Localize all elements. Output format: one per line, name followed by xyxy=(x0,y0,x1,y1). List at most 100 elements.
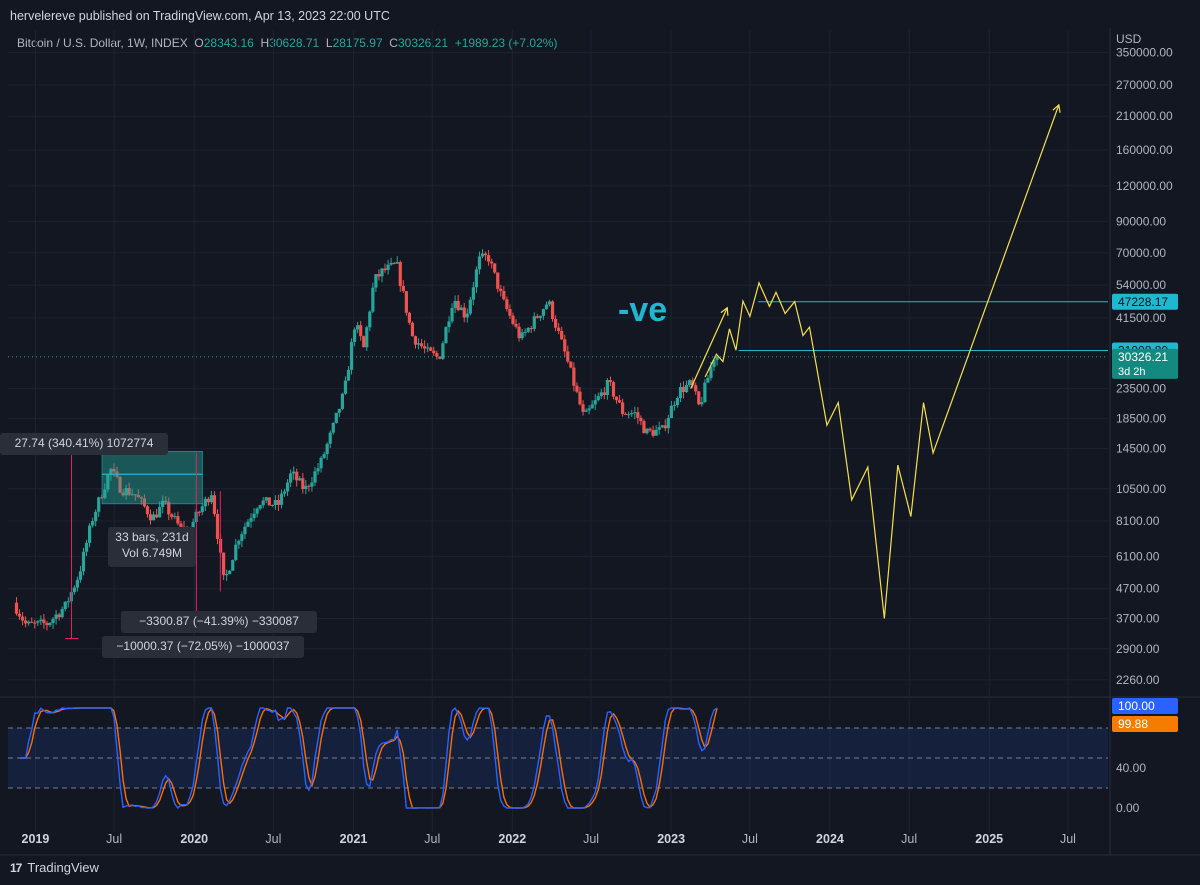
symbol-title[interactable]: Bitcoin / U.S. Dollar, 1W, INDEX xyxy=(17,36,188,50)
candle-body xyxy=(575,385,579,392)
candle-body xyxy=(179,523,183,527)
candle-body xyxy=(429,347,433,351)
x-tick-label: Jul xyxy=(901,832,917,846)
candle-body xyxy=(502,291,506,300)
candle-body xyxy=(121,492,125,496)
candle-body xyxy=(419,343,424,347)
y-tick-label: 41500.00 xyxy=(1116,311,1166,325)
candle-body xyxy=(106,474,110,490)
candle-body xyxy=(234,544,238,561)
candle-body xyxy=(243,526,247,535)
y-tick-label: 2260.00 xyxy=(1116,673,1160,687)
candle-body xyxy=(694,385,698,392)
candle-body xyxy=(636,412,640,418)
y-tick-label: 160000.00 xyxy=(1116,143,1173,157)
current-price-bg xyxy=(1112,348,1178,379)
stoch-k-badge-bg xyxy=(1112,698,1178,714)
measure-label-bars-text: 33 bars, 231d xyxy=(115,530,188,544)
candle-body xyxy=(630,413,634,415)
y-tick-label: 270000.00 xyxy=(1116,78,1173,92)
measure-label-bars-bg xyxy=(108,527,196,567)
projection-arrowhead-long xyxy=(1052,103,1061,113)
x-tick-label: 2021 xyxy=(340,832,368,846)
candle-body xyxy=(404,291,408,313)
candle-body xyxy=(295,471,299,481)
candle-body xyxy=(310,482,314,487)
grid-lines xyxy=(8,30,1108,832)
candle-body xyxy=(529,327,533,329)
measure-label-gain-text: 27.74 (340.41%) 1072774 xyxy=(15,436,154,450)
candle-body xyxy=(578,391,582,405)
candle-body xyxy=(493,263,497,273)
candle-body xyxy=(666,418,670,429)
candle-body xyxy=(688,380,692,385)
brand-name[interactable]: TradingView xyxy=(27,860,99,875)
candle-body xyxy=(496,272,500,289)
candle-body xyxy=(407,312,412,323)
candle-body xyxy=(255,508,259,514)
candle-body xyxy=(94,511,98,522)
candle-body xyxy=(581,404,585,412)
y-tick-label: 350000.00 xyxy=(1116,46,1173,60)
candle-body xyxy=(511,315,515,324)
candle-body xyxy=(103,489,107,498)
candle-body xyxy=(633,412,637,414)
candle-body xyxy=(675,398,680,406)
candle-body xyxy=(438,356,442,359)
level-badge-47228: 47228.17 xyxy=(1112,293,1178,310)
y-tick-label: 6100.00 xyxy=(1116,549,1160,563)
y-tick-label: 3700.00 xyxy=(1116,611,1160,625)
candle-body xyxy=(340,393,344,409)
candle-body xyxy=(91,521,95,526)
candle-body xyxy=(532,316,536,329)
measure-label-drop-2: −10000.37 (−72.05%) −1000037 xyxy=(102,636,304,658)
x-tick-label: Jul xyxy=(583,832,599,846)
candle-body xyxy=(87,525,92,543)
candle-body xyxy=(611,382,616,397)
candle-body xyxy=(212,495,217,514)
candle-body xyxy=(167,502,171,515)
candle-body xyxy=(273,500,277,506)
candle-body xyxy=(383,268,387,271)
candle-body xyxy=(645,428,649,434)
candle-body xyxy=(377,274,381,277)
x-tick-label: 2019 xyxy=(22,832,50,846)
candle-body xyxy=(228,570,232,575)
tradingview-logo-icon: 17 xyxy=(10,860,22,875)
candle-body xyxy=(657,427,661,430)
open-label: O xyxy=(194,36,204,50)
y-tick-label: 14500.00 xyxy=(1116,442,1166,456)
candle-body xyxy=(118,476,122,493)
candle-body xyxy=(477,256,482,270)
y-tick-label: 23500.00 xyxy=(1116,382,1166,396)
candle-body xyxy=(267,497,271,506)
candle-body xyxy=(584,410,588,412)
candle-body xyxy=(191,522,195,531)
candle-body xyxy=(550,301,555,320)
annotation-ve: -ve xyxy=(618,291,667,329)
candle-body xyxy=(48,622,52,626)
candle-body xyxy=(343,380,348,394)
candle-body xyxy=(663,425,667,429)
candle-body xyxy=(133,494,137,496)
candle-body xyxy=(20,616,25,621)
candle-body xyxy=(307,485,311,487)
candle-body xyxy=(282,491,287,494)
x-tick-label: Jul xyxy=(742,832,758,846)
low-label: L xyxy=(325,36,333,50)
candle-body xyxy=(432,350,436,354)
candle-body xyxy=(368,311,372,328)
candle-body xyxy=(331,422,335,433)
candle-body xyxy=(423,346,427,349)
candle-body xyxy=(57,614,61,618)
candle-body xyxy=(124,487,128,496)
x-tick-label: Jul xyxy=(424,832,440,846)
candle-body xyxy=(599,392,603,397)
candle-body xyxy=(151,514,156,521)
candle-body xyxy=(709,366,713,378)
x-tick-label: Jul xyxy=(106,832,122,846)
candle-body xyxy=(14,602,19,614)
candle-body xyxy=(84,542,89,552)
osc-y-tick-0: 0.00 xyxy=(1116,801,1140,815)
